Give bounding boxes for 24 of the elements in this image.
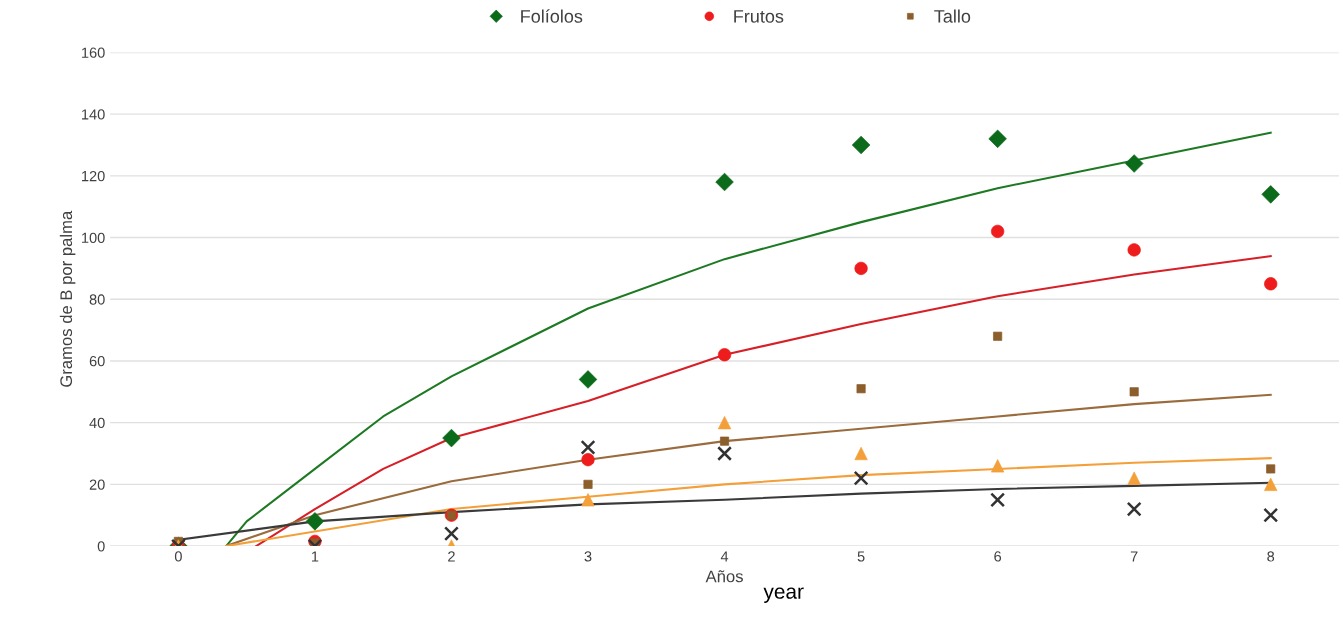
- x-tick-label: 2: [448, 551, 455, 562]
- y-tick-label: 20: [89, 479, 105, 490]
- x-tick-label: 4: [720, 551, 729, 562]
- x-axis-title: Años: [705, 570, 743, 583]
- y-tick-label: 60: [89, 356, 105, 367]
- x-tick-label: 3: [584, 551, 592, 562]
- x-tick-label: 8: [1267, 551, 1275, 562]
- x-tick-label: 7: [1130, 551, 1138, 562]
- y-tick-label: 140: [82, 109, 105, 120]
- y-tick-label: 160: [82, 47, 105, 58]
- x-tick-label: 5: [857, 551, 865, 562]
- legend-label: Tallo: [934, 9, 971, 23]
- x-tick-label: 6: [994, 551, 1002, 562]
- text: year: [763, 587, 804, 603]
- y-tick-label: 0: [97, 541, 105, 552]
- y-tick-label: 120: [82, 170, 105, 182]
- y-axis-title: Gramos de B por palma: [59, 210, 76, 387]
- legend-label: Folíolos: [521, 9, 583, 23]
- y-tick-label: 80: [89, 294, 105, 305]
- x-tick-label: 1: [311, 551, 319, 562]
- y-tick-label: 40: [89, 417, 105, 429]
- y-tick-label: 100: [82, 232, 105, 243]
- legend-label: Frutos: [734, 10, 784, 23]
- x-tick-label: 0: [174, 551, 182, 562]
